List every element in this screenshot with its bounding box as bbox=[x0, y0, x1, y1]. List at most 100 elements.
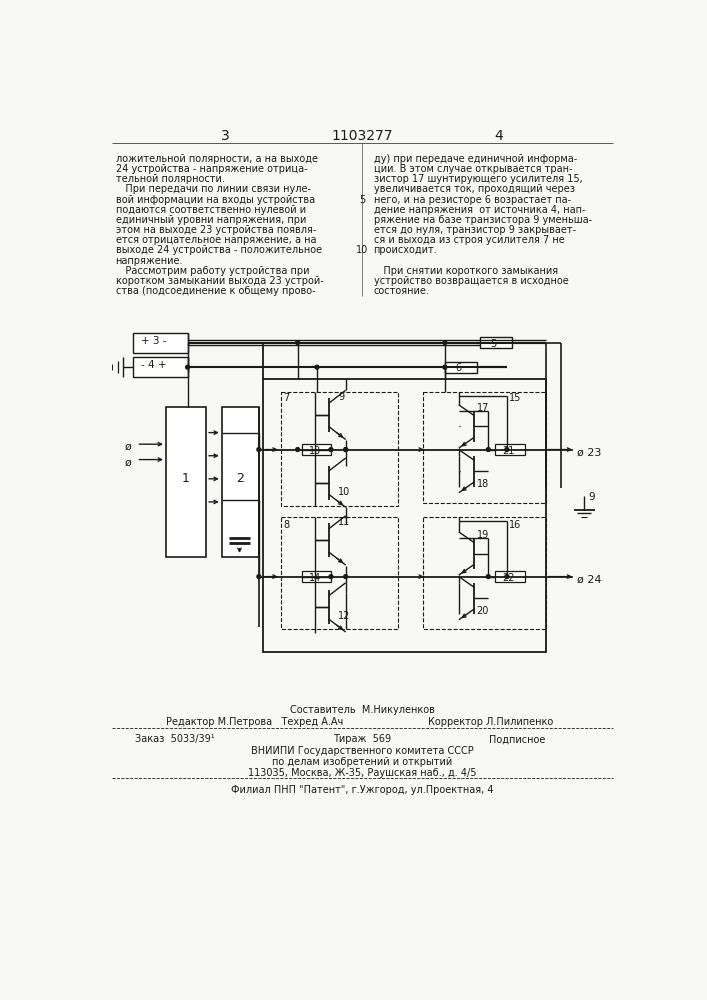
Text: 15: 15 bbox=[509, 393, 522, 403]
Text: 11: 11 bbox=[338, 517, 350, 527]
Circle shape bbox=[296, 341, 300, 344]
Text: 21: 21 bbox=[502, 446, 515, 456]
Text: по делам изобретений и открытий: по делам изобретений и открытий bbox=[271, 757, 452, 767]
Text: него, и на резисторе 6 возрастает па-: него, и на резисторе 6 возрастает па- bbox=[373, 195, 571, 205]
Text: ся и выхода из строя усилителя 7 не: ся и выхода из строя усилителя 7 не bbox=[373, 235, 564, 245]
Circle shape bbox=[257, 448, 261, 451]
Text: ряжение на базе транзистора 9 уменьша-: ряжение на базе транзистора 9 уменьша- bbox=[373, 215, 592, 225]
Circle shape bbox=[486, 448, 490, 451]
Text: устройство возвращается в исходное: устройство возвращается в исходное bbox=[373, 276, 568, 286]
Text: Филиал ПНП "Патент", г.Ужгород, ул.Проектная, 4: Филиал ПНП "Патент", г.Ужгород, ул.Проек… bbox=[230, 785, 493, 795]
Text: увеличивается ток, проходящий через: увеличивается ток, проходящий через bbox=[373, 184, 575, 194]
Bar bbox=[423, 517, 546, 629]
Text: 7: 7 bbox=[283, 393, 289, 403]
Text: зистор 17 шунтирующего усилителя 15,: зистор 17 шунтирующего усилителя 15, bbox=[373, 174, 583, 184]
Text: выходе 24 устройства - положительное: выходе 24 устройства - положительное bbox=[115, 245, 322, 255]
Text: ложительной полярности, а на выходе: ложительной полярности, а на выходе bbox=[115, 154, 317, 164]
Text: 8: 8 bbox=[283, 520, 289, 530]
Circle shape bbox=[329, 448, 333, 451]
Text: ется отрицательное напряжение, а на: ется отрицательное напряжение, а на bbox=[115, 235, 316, 245]
Text: ется до нуля, транзистор 9 закрывает-: ется до нуля, транзистор 9 закрывает- bbox=[373, 225, 575, 235]
Text: 13: 13 bbox=[308, 446, 321, 456]
Text: состояние.: состояние. bbox=[373, 286, 429, 296]
Circle shape bbox=[344, 575, 348, 579]
Circle shape bbox=[505, 448, 509, 451]
Text: ø 24: ø 24 bbox=[578, 574, 602, 584]
Text: коротком замыкании выхода 23 устрой-: коротком замыкании выхода 23 устрой- bbox=[115, 276, 323, 286]
Bar bbox=[495, 571, 525, 582]
Text: 18: 18 bbox=[477, 479, 489, 489]
Text: 10: 10 bbox=[356, 245, 368, 255]
Circle shape bbox=[344, 448, 348, 451]
Text: подаются соответственно нулевой и: подаются соответственно нулевой и bbox=[115, 205, 305, 215]
Text: При передачи по линии связи нуле-: При передачи по линии связи нуле- bbox=[115, 184, 310, 194]
Text: 9: 9 bbox=[588, 492, 595, 502]
Bar bbox=[301, 571, 331, 582]
Bar bbox=[134, 333, 187, 353]
Text: + 3 -: + 3 - bbox=[141, 336, 167, 346]
Text: Подписное: Подписное bbox=[489, 734, 546, 744]
Text: 20: 20 bbox=[477, 606, 489, 616]
Text: ду) при передаче единичной информа-: ду) при передаче единичной информа- bbox=[373, 154, 577, 164]
Bar bbox=[281, 517, 398, 629]
Text: Редактор М.Петрова   Техред А.Ач: Редактор М.Петрова Техред А.Ач bbox=[166, 717, 343, 727]
Text: 10: 10 bbox=[338, 487, 350, 497]
Circle shape bbox=[443, 365, 447, 369]
Bar bbox=[134, 357, 187, 377]
Text: Корректор Л.Пилипенко: Корректор Л.Пилипенко bbox=[428, 717, 554, 727]
Text: 16: 16 bbox=[509, 520, 522, 530]
Text: дение напряжения  от источника 4, нап-: дение напряжения от источника 4, нап- bbox=[373, 205, 585, 215]
Text: напряжение.: напряжение. bbox=[115, 256, 183, 266]
Text: вой информации на входы устройства: вой информации на входы устройства bbox=[115, 195, 315, 205]
Text: ВНИИПИ Государственного комитета СССР: ВНИИПИ Государственного комитета СССР bbox=[250, 746, 473, 756]
Bar bbox=[445, 362, 477, 373]
Text: 6: 6 bbox=[455, 363, 461, 373]
Bar bbox=[222, 407, 259, 557]
Bar bbox=[423, 392, 546, 503]
Bar bbox=[480, 337, 513, 348]
Text: 3: 3 bbox=[221, 129, 230, 143]
Bar bbox=[281, 392, 398, 506]
Circle shape bbox=[443, 341, 447, 344]
Circle shape bbox=[186, 365, 189, 369]
Text: Тираж  569: Тираж 569 bbox=[333, 734, 391, 744]
Text: ства (подсоединение к общему прово-: ства (подсоединение к общему прово- bbox=[115, 286, 315, 296]
Text: 19: 19 bbox=[477, 530, 489, 540]
Text: 2: 2 bbox=[236, 472, 244, 485]
Text: 12: 12 bbox=[338, 611, 350, 621]
Text: 1103277: 1103277 bbox=[331, 129, 392, 143]
Text: 14: 14 bbox=[308, 573, 321, 583]
Text: ции. В этом случае открывается тран-: ции. В этом случае открывается тран- bbox=[373, 164, 572, 174]
Circle shape bbox=[329, 575, 333, 579]
Text: этом на выходе 23 устройства появля-: этом на выходе 23 устройства появля- bbox=[115, 225, 316, 235]
Text: 4: 4 bbox=[495, 129, 503, 143]
Text: ø: ø bbox=[125, 442, 132, 452]
Text: 9: 9 bbox=[338, 392, 344, 402]
Circle shape bbox=[296, 448, 300, 451]
Text: При снятии короткого замыкания: При снятии короткого замыкания bbox=[373, 266, 558, 276]
Text: Заказ  5033/39¹: Заказ 5033/39¹ bbox=[135, 734, 214, 744]
Text: 113035, Москва, Ж-35, Раушская наб., д. 4/5: 113035, Москва, Ж-35, Раушская наб., д. … bbox=[247, 768, 477, 778]
Text: Рассмотрим работу устройства при: Рассмотрим работу устройства при bbox=[115, 266, 309, 276]
Circle shape bbox=[257, 575, 261, 579]
Text: 24 устройства - напряжение отрица-: 24 устройства - напряжение отрица- bbox=[115, 164, 307, 174]
Text: 22: 22 bbox=[502, 573, 515, 583]
Bar bbox=[166, 407, 206, 557]
Text: 17: 17 bbox=[477, 403, 489, 413]
Bar bbox=[263, 379, 546, 652]
Text: ø 23: ø 23 bbox=[578, 447, 602, 457]
Text: единичный уровни напряжения, при: единичный уровни напряжения, при bbox=[115, 215, 306, 225]
Circle shape bbox=[344, 448, 348, 451]
Text: 5: 5 bbox=[491, 339, 497, 349]
Text: Составитель  М.Никуленков: Составитель М.Никуленков bbox=[289, 705, 434, 715]
Text: 1: 1 bbox=[182, 472, 190, 485]
Text: тельной полярности.: тельной полярности. bbox=[115, 174, 224, 184]
Text: происходит.: происходит. bbox=[373, 245, 438, 255]
Bar bbox=[301, 444, 331, 455]
Text: 5: 5 bbox=[359, 195, 365, 205]
Circle shape bbox=[505, 575, 509, 579]
Text: - 4 +: - 4 + bbox=[141, 360, 167, 370]
Bar bbox=[495, 444, 525, 455]
Circle shape bbox=[486, 575, 490, 579]
Circle shape bbox=[315, 365, 319, 369]
